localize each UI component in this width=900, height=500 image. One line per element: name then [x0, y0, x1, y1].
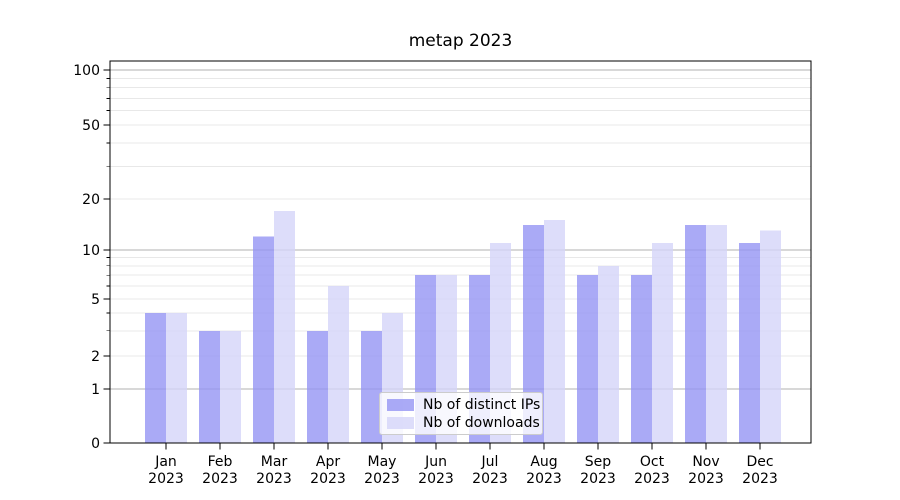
x-tick-label-mar: Mar	[261, 454, 288, 470]
x-tick-label-jan: Jan	[154, 454, 177, 470]
legend-label-downloads: Nb of downloads	[423, 414, 540, 431]
x-tick-label-aug-year: 2023	[526, 471, 562, 487]
x-tick-label-jun: Jun	[424, 454, 447, 470]
legend: Nb of distinct IPs Nb of downloads	[379, 392, 543, 435]
y-tick-label-50: 50	[82, 118, 100, 134]
y-tick-label-5: 5	[91, 292, 100, 308]
bar-distinct-ips-feb	[199, 330, 220, 443]
x-tick-label-feb: Feb	[208, 454, 233, 470]
bar-distinct-ips-apr	[307, 330, 328, 443]
x-axis: Jan2023Feb2023Mar2023Apr2023May2023Jun20…	[148, 443, 778, 487]
legend-item-downloads: Nb of downloads	[387, 414, 540, 431]
bar-distinct-ips-jan	[145, 312, 166, 443]
bar-downloads-jan	[166, 312, 187, 443]
x-tick-label-sep-year: 2023	[580, 471, 616, 487]
bar-distinct-ips-dec	[739, 242, 760, 443]
x-tick-label-jan-year: 2023	[148, 471, 184, 487]
x-tick-label-dec-year: 2023	[742, 471, 778, 487]
x-tick-label-dec: Dec	[746, 454, 773, 470]
x-tick-label-sep: Sep	[585, 454, 612, 470]
bar-distinct-ips-sep	[577, 275, 598, 443]
plot-frame	[109, 60, 812, 444]
x-tick-label-may: May	[368, 454, 397, 470]
bar-downloads-sep	[598, 265, 619, 443]
x-tick-label-nov-year: 2023	[688, 471, 724, 487]
x-tick-label-oct: Oct	[640, 454, 665, 470]
x-tick-label-may-year: 2023	[364, 471, 400, 487]
y-tick-label-1: 1	[91, 382, 100, 398]
x-tick-label-jul: Jul	[481, 454, 499, 470]
bar-downloads-oct	[652, 242, 673, 443]
x-tick-label-apr-year: 2023	[310, 471, 346, 487]
x-tick-label-jul-year: 2023	[472, 471, 508, 487]
y-tick-label-0: 0	[91, 436, 100, 452]
x-tick-label-nov: Nov	[692, 454, 719, 470]
chart-title: metap 2023	[408, 31, 513, 51]
bar-downloads-mar	[274, 210, 295, 443]
legend-item-distinct-ips: Nb of distinct IPs	[387, 396, 540, 413]
bar-downloads-nov	[706, 225, 727, 443]
x-tick-label-aug: Aug	[530, 454, 557, 470]
legend-swatch-distinct-ips	[387, 398, 414, 411]
y-tick-label-100: 100	[73, 63, 100, 79]
bar-distinct-ips-may	[361, 330, 382, 443]
y-tick-label-20: 20	[82, 192, 100, 208]
bar-downloads-feb	[220, 330, 241, 443]
x-tick-label-jun-year: 2023	[418, 471, 454, 487]
x-tick-label-feb-year: 2023	[202, 471, 238, 487]
x-tick-label-mar-year: 2023	[256, 471, 292, 487]
x-tick-label-apr: Apr	[316, 454, 340, 470]
gridlines	[110, 69, 811, 390]
bar-downloads-apr	[328, 286, 349, 443]
bar-downloads-aug	[544, 220, 565, 443]
legend-swatch-downloads	[387, 416, 414, 429]
y-tick-label-2: 2	[91, 349, 100, 365]
y-tick-label-10: 10	[82, 243, 100, 259]
legend-label-distinct-ips: Nb of distinct IPs	[423, 396, 541, 413]
bar-distinct-ips-nov	[685, 225, 706, 443]
bar-downloads-dec	[760, 230, 781, 443]
bar-distinct-ips-aug	[523, 225, 544, 443]
x-tick-label-oct-year: 2023	[634, 471, 670, 487]
bar-distinct-ips-oct	[631, 275, 652, 443]
bar-distinct-ips-mar	[253, 236, 274, 443]
